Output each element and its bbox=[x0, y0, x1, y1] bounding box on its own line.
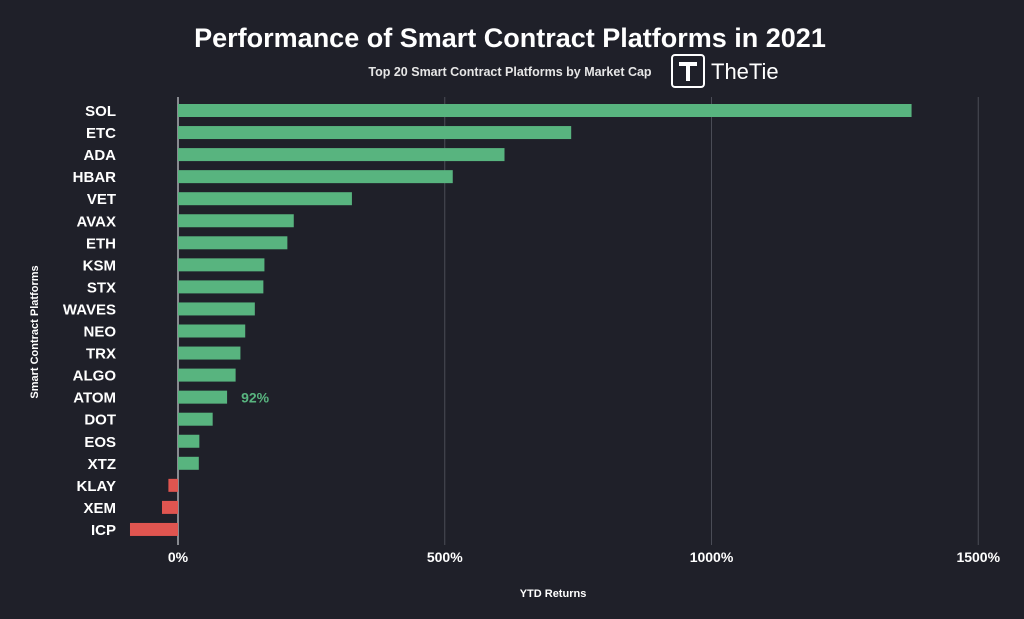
bar-stx bbox=[178, 280, 264, 294]
category-label: ETC bbox=[86, 125, 116, 142]
thetie-logo-icon bbox=[671, 54, 705, 88]
bar-icp bbox=[129, 522, 178, 536]
bar-eth bbox=[178, 236, 288, 250]
bar-algo bbox=[178, 368, 236, 382]
chart-title: Performance of Smart Contract Platforms … bbox=[194, 23, 826, 53]
category-label: SOL bbox=[85, 103, 116, 120]
category-label: XTZ bbox=[88, 456, 116, 473]
category-label: ICP bbox=[91, 522, 116, 539]
bar-xem bbox=[161, 500, 178, 514]
category-label: KLAY bbox=[77, 478, 116, 495]
category-label: WAVES bbox=[63, 301, 116, 318]
category-label: ADA bbox=[84, 147, 117, 164]
category-label: ALGO bbox=[73, 368, 117, 385]
bar-atom bbox=[178, 390, 228, 404]
data-labels: 92% bbox=[241, 390, 270, 406]
bar-hbar bbox=[178, 170, 453, 184]
bar-eos bbox=[178, 434, 200, 448]
bar-vet bbox=[178, 192, 352, 206]
category-label: DOT bbox=[84, 412, 116, 429]
bar-klay bbox=[168, 478, 178, 492]
gridlines bbox=[177, 97, 979, 545]
x-tick-label: 1000% bbox=[690, 549, 734, 565]
category-labels: SOL ETC ADA HBAR VET AVAX ETH KSM STX WAVES NEO TRX… bbox=[63, 103, 116, 539]
category-label: ATOM bbox=[73, 390, 116, 407]
category-label: XEM bbox=[83, 500, 116, 517]
bar-sol bbox=[178, 104, 912, 117]
data-label-atom: 92% bbox=[241, 390, 270, 406]
x-tick-label: 0% bbox=[168, 549, 189, 565]
bar-waves bbox=[178, 302, 255, 316]
bar-ada bbox=[178, 148, 505, 162]
category-label: TRX bbox=[86, 346, 116, 363]
category-label: ETH bbox=[86, 235, 116, 252]
bar-etc bbox=[178, 126, 572, 140]
bar-dot bbox=[178, 412, 213, 426]
bar-ksm bbox=[178, 258, 265, 272]
category-label: KSM bbox=[83, 257, 116, 274]
category-label: NEO bbox=[83, 324, 116, 341]
category-label: VET bbox=[87, 191, 116, 208]
bars bbox=[129, 104, 912, 536]
x-axis-label: YTD Returns bbox=[520, 588, 587, 600]
bar-xtz bbox=[178, 456, 199, 470]
brand-name: TheTie bbox=[711, 59, 779, 84]
bar-trx bbox=[178, 346, 241, 360]
category-label: STX bbox=[87, 279, 116, 296]
y-axis-label: Smart Contract Platforms bbox=[29, 265, 41, 398]
category-label: HBAR bbox=[73, 169, 116, 186]
x-tick-label: 500% bbox=[427, 549, 463, 565]
bar-neo bbox=[178, 324, 246, 338]
category-label: EOS bbox=[84, 434, 116, 451]
x-tick-label: 1500% bbox=[956, 549, 1000, 565]
chart-subtitle: Top 20 Smart Contract Platforms by Marke… bbox=[368, 65, 652, 79]
bar-avax bbox=[178, 214, 294, 228]
category-label: AVAX bbox=[77, 213, 116, 230]
x-tick-labels: 0% 500% 1000% 1500% bbox=[168, 549, 1001, 565]
